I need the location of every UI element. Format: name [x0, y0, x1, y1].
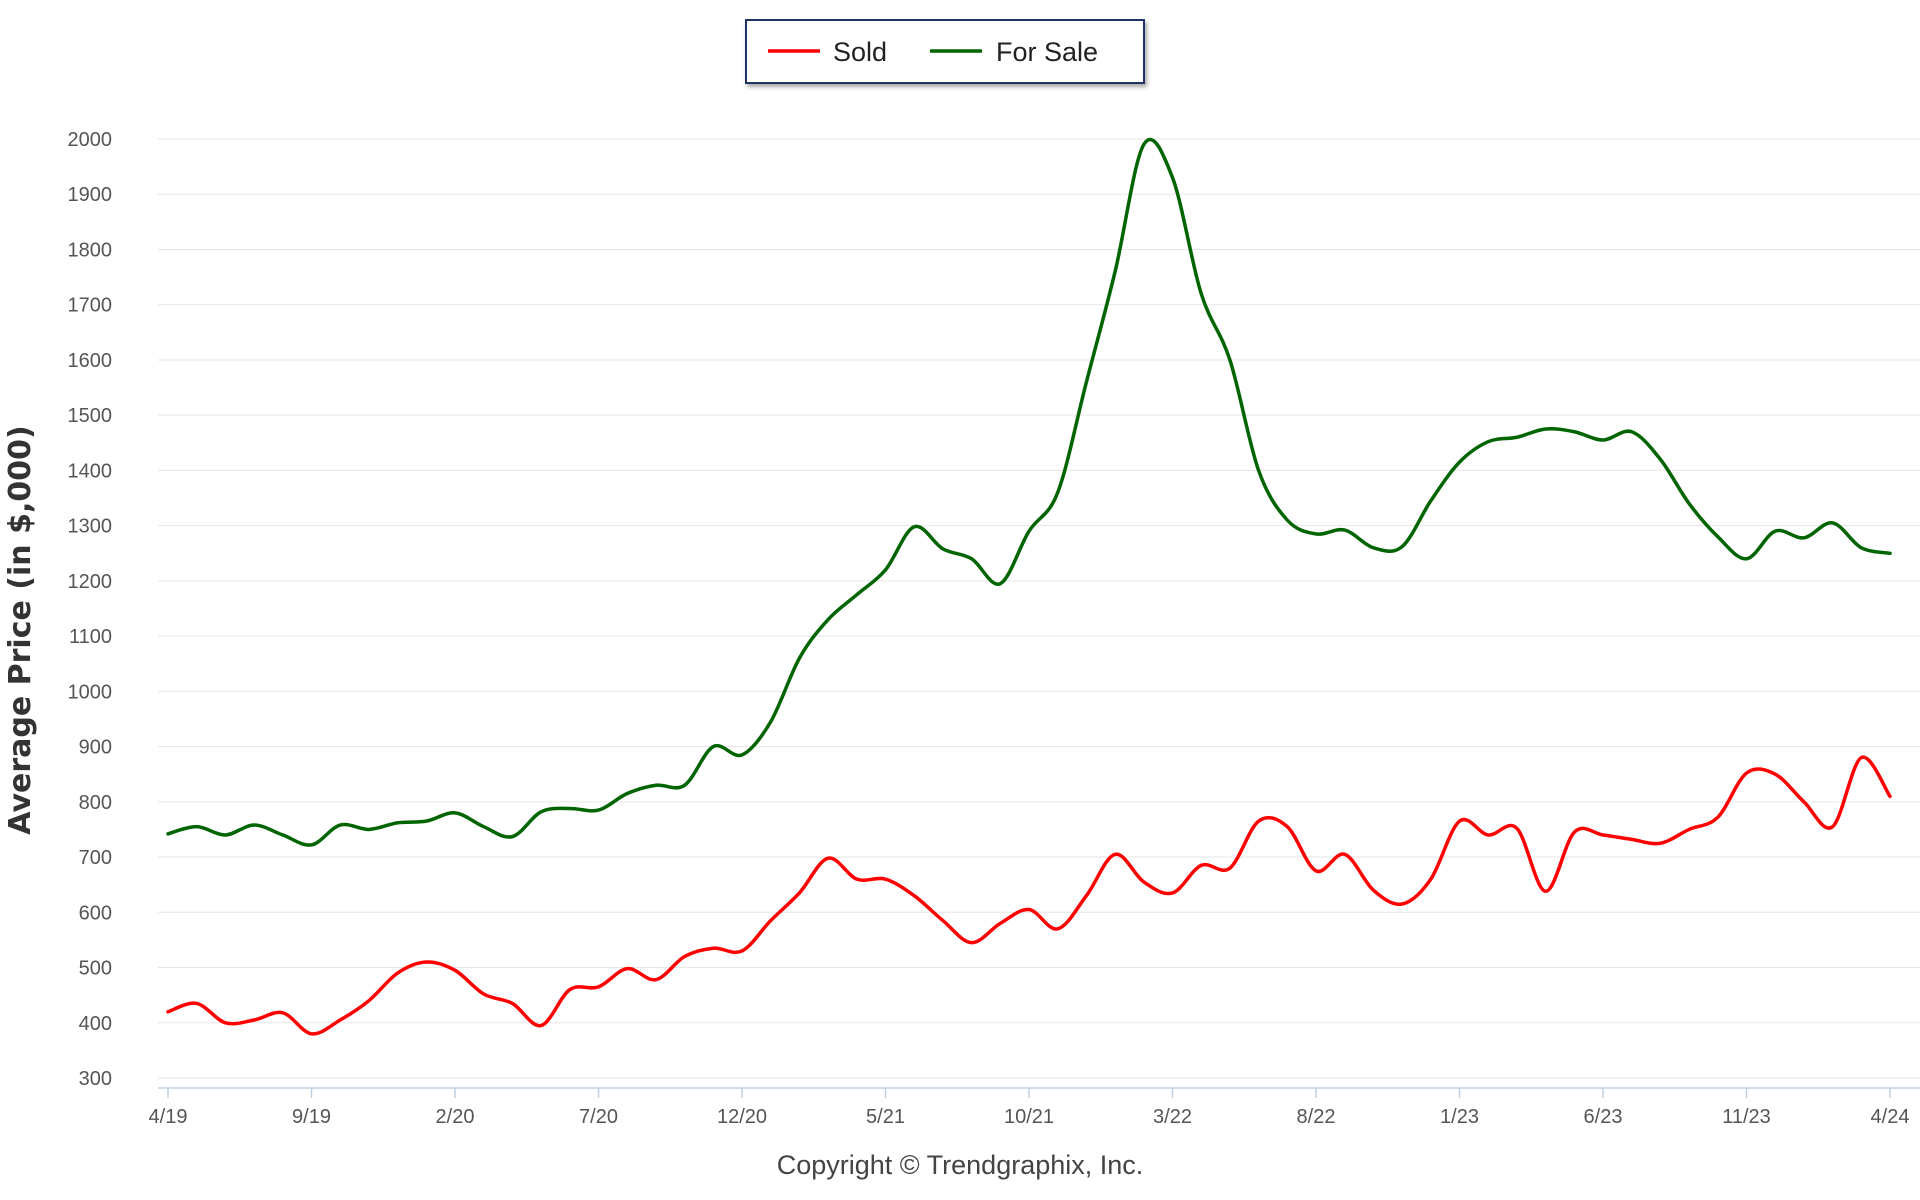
y-axis-tick-labels: 2000 1900 1800 1700 1600 1500 1400 1300 1200 1100…: [68, 129, 113, 1090]
x-tick-label: 10/21: [1004, 1106, 1054, 1128]
x-tick-label: 9/19: [292, 1106, 331, 1128]
x-tick-label: 4/24: [1871, 1106, 1910, 1128]
y-tick-label: 1100: [69, 626, 112, 648]
y-tick-label: 1600: [68, 350, 113, 372]
y-tick-label: 800: [79, 792, 112, 814]
y-tick-label: 900: [79, 737, 112, 759]
y-tick-label: 1700: [68, 295, 113, 317]
y-tick-label: 2000: [68, 129, 113, 151]
y-axis-title: Average Price (in $,000): [3, 425, 38, 834]
x-tick-label: 2/20: [436, 1106, 475, 1128]
y-tick-label: 300: [79, 1068, 112, 1090]
legend: Sold For Sale: [745, 19, 1145, 84]
x-tick-label: 1/23: [1440, 1106, 1479, 1128]
x-tick-label: 11/23: [1722, 1106, 1771, 1128]
x-tick-label: 8/22: [1297, 1106, 1336, 1128]
x-tick-label: 12/20: [717, 1106, 767, 1128]
y-tick-label: 1800: [68, 239, 113, 261]
y-tick-label: 1200: [68, 571, 113, 593]
x-tick-label: 6/23: [1584, 1106, 1623, 1128]
series-lines: [166, 137, 1892, 1036]
series-line-for-sale: [166, 137, 1892, 847]
y-tick-label: 1500: [68, 405, 113, 427]
y-tick-label: 1900: [68, 184, 113, 206]
y-tick-label: 1400: [68, 460, 113, 482]
y-tick-label: 400: [79, 1013, 112, 1035]
legend-sold-label[interactable]: Sold: [833, 37, 887, 67]
x-tick-label: 4/19: [149, 1106, 188, 1128]
series-line-sold: [166, 755, 1892, 1036]
y-tick-label: 700: [79, 847, 112, 869]
x-axis-tick-labels: 4/19 9/19 2/20 7/20 12/20 5/21 10/21 3/22 8/22 1/…: [149, 1106, 1910, 1128]
copyright-text: Copyright © Trendgraphix, Inc.: [777, 1150, 1144, 1180]
y-tick-label: 1300: [68, 516, 113, 538]
y-tick-label: 1000: [68, 681, 113, 703]
y-tick-label: 500: [79, 958, 112, 980]
grid-lines: [158, 138, 1920, 1079]
x-axis: [158, 1087, 1920, 1098]
x-tick-label: 5/21: [866, 1106, 905, 1128]
legend-for-sale-label[interactable]: For Sale: [996, 37, 1098, 67]
x-tick-label: 7/20: [579, 1106, 618, 1128]
y-tick-label: 600: [79, 902, 112, 924]
x-tick-label: 3/22: [1153, 1106, 1192, 1128]
